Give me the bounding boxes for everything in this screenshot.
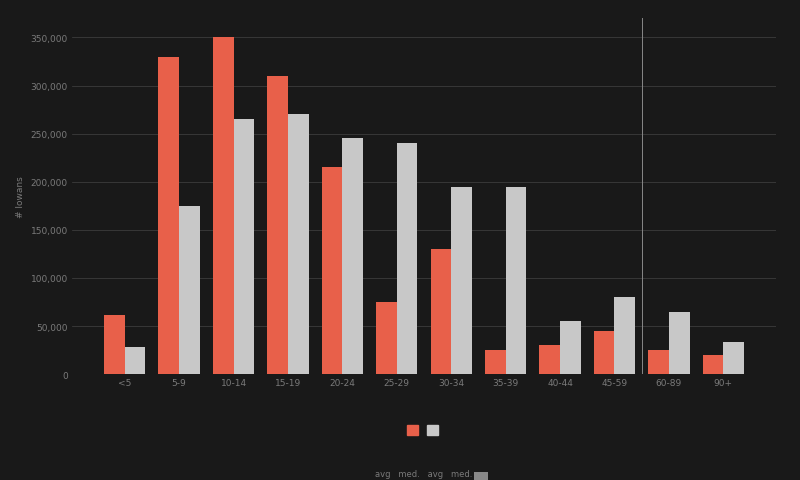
Bar (104, 315, 125, 374)
Bar (506, 187, 526, 374)
Bar (288, 115, 309, 374)
Bar (702, 355, 723, 374)
Bar (614, 298, 635, 374)
Bar (397, 144, 418, 374)
Bar (322, 168, 342, 374)
Bar (669, 312, 690, 374)
Bar (485, 350, 506, 374)
Bar (213, 38, 234, 374)
Bar (451, 187, 472, 374)
Bar (158, 58, 179, 374)
Bar (376, 302, 397, 374)
Legend: , : , (402, 420, 446, 440)
Bar (594, 331, 614, 374)
Bar (539, 346, 560, 374)
Bar (234, 120, 254, 374)
Bar (648, 350, 669, 374)
Text: avg   med.   avg   med.: avg med. avg med. (375, 469, 473, 479)
Bar (179, 206, 200, 374)
Bar (430, 250, 451, 374)
Bar (267, 77, 288, 374)
Bar (342, 139, 363, 374)
Y-axis label: # Iowans: # Iowans (16, 176, 25, 217)
Bar (560, 322, 581, 374)
FancyBboxPatch shape (474, 472, 488, 480)
Bar (125, 348, 146, 374)
Bar (723, 343, 744, 374)
